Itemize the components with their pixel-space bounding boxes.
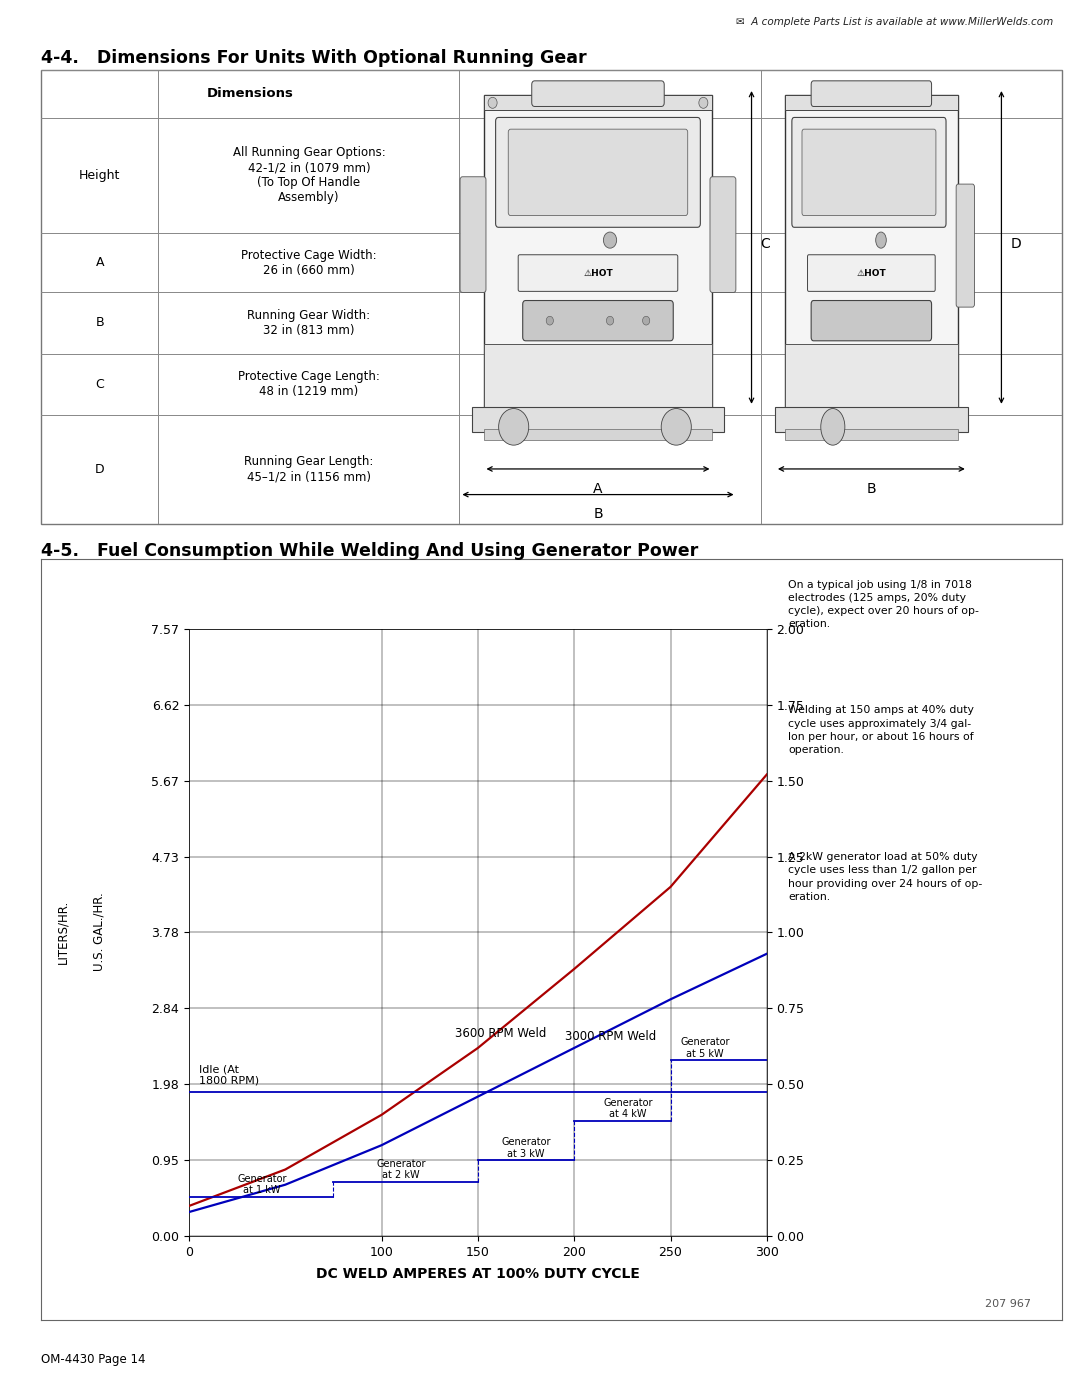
Circle shape (661, 408, 691, 446)
FancyBboxPatch shape (509, 129, 688, 215)
Circle shape (699, 98, 707, 109)
Bar (484, 345, 713, 407)
Text: A: A (95, 256, 104, 270)
Text: A 2kW generator load at 50% duty
cycle uses less than 1/2 gallon per
hour provid: A 2kW generator load at 50% duty cycle u… (788, 852, 983, 902)
Circle shape (604, 232, 617, 249)
Text: LITERS/HR.: LITERS/HR. (56, 900, 69, 964)
Bar (484, 429, 713, 440)
FancyBboxPatch shape (531, 81, 664, 106)
Bar (484, 95, 713, 414)
Text: OM-4430 Page 14: OM-4430 Page 14 (41, 1354, 146, 1366)
Text: All Running Gear Options:
42-1/2 in (1079 mm)
(To Top Of Handle
Assembly): All Running Gear Options: 42-1/2 in (107… (232, 147, 386, 204)
FancyBboxPatch shape (496, 117, 700, 228)
Bar (785, 95, 958, 110)
FancyBboxPatch shape (808, 254, 935, 292)
Bar (785, 429, 958, 440)
Text: 4-5.   Fuel Consumption While Welding And Using Generator Power: 4-5. Fuel Consumption While Welding And … (41, 542, 699, 560)
FancyBboxPatch shape (792, 117, 946, 228)
Text: B: B (593, 507, 603, 521)
Text: 4-4.   Dimensions For Units With Optional Running Gear: 4-4. Dimensions For Units With Optional … (41, 49, 586, 67)
Text: Generator
at 2 kW: Generator at 2 kW (376, 1158, 426, 1180)
Text: Protective Cage Length:
48 in (1219 mm): Protective Cage Length: 48 in (1219 mm) (238, 370, 380, 398)
Bar (484, 95, 713, 110)
Text: U.S. GAL./HR.: U.S. GAL./HR. (93, 893, 106, 971)
Bar (785, 345, 958, 407)
FancyBboxPatch shape (802, 129, 936, 215)
Text: Protective Cage Width:
26 in (660 mm): Protective Cage Width: 26 in (660 mm) (241, 249, 377, 277)
Text: Idle (At
1800 RPM): Idle (At 1800 RPM) (199, 1065, 259, 1085)
Text: D: D (1011, 236, 1022, 251)
Bar (472, 407, 725, 432)
Text: 207 967: 207 967 (985, 1299, 1031, 1309)
Text: C: C (95, 377, 104, 391)
Text: 3600 RPM Weld: 3600 RPM Weld (455, 1027, 546, 1041)
Text: Generator
at 1 kW: Generator at 1 kW (238, 1173, 287, 1196)
FancyBboxPatch shape (518, 254, 678, 292)
Text: D: D (95, 462, 105, 476)
Text: ⚠HOT: ⚠HOT (583, 268, 612, 278)
Text: Running Gear Length:
45–1/2 in (1156 mm): Running Gear Length: 45–1/2 in (1156 mm) (244, 455, 374, 483)
Text: Generator
at 4 kW: Generator at 4 kW (604, 1098, 653, 1119)
Text: On a typical job using 1/8 in 7018
electrodes (125 amps, 20% duty
cycle), expect: On a typical job using 1/8 in 7018 elect… (788, 580, 980, 630)
Text: Dimensions: Dimensions (207, 87, 294, 101)
Circle shape (643, 316, 650, 326)
FancyBboxPatch shape (523, 300, 673, 341)
Text: Welding at 150 amps at 40% duty
cycle uses approximately 3/4 gal-
lon per hour, : Welding at 150 amps at 40% duty cycle us… (788, 705, 974, 756)
Text: B: B (866, 482, 876, 496)
Bar (785, 95, 958, 414)
Text: ⚠HOT: ⚠HOT (856, 268, 887, 278)
Text: B: B (95, 317, 104, 330)
Text: Height: Height (79, 169, 120, 182)
Circle shape (821, 408, 845, 446)
FancyBboxPatch shape (956, 184, 974, 307)
Text: A: A (593, 482, 603, 496)
Text: Generator
at 5 kW: Generator at 5 kW (680, 1037, 730, 1059)
Circle shape (488, 98, 497, 109)
FancyBboxPatch shape (811, 81, 932, 106)
Text: 3000 RPM Weld: 3000 RPM Weld (565, 1031, 656, 1044)
FancyBboxPatch shape (460, 177, 486, 292)
Circle shape (606, 316, 613, 326)
Text: Generator
at 3 kW: Generator at 3 kW (501, 1137, 551, 1160)
Circle shape (499, 408, 529, 446)
FancyBboxPatch shape (811, 300, 932, 341)
Circle shape (546, 316, 553, 326)
Text: ✉  A complete Parts List is available at www.MillerWelds.com: ✉ A complete Parts List is available at … (735, 17, 1053, 28)
Bar (775, 407, 968, 432)
Text: C: C (760, 236, 770, 251)
Text: Running Gear Width:
32 in (813 mm): Running Gear Width: 32 in (813 mm) (247, 309, 370, 337)
X-axis label: DC WELD AMPERES AT 100% DUTY CYCLE: DC WELD AMPERES AT 100% DUTY CYCLE (316, 1267, 639, 1281)
FancyBboxPatch shape (710, 177, 735, 292)
Circle shape (876, 232, 887, 249)
